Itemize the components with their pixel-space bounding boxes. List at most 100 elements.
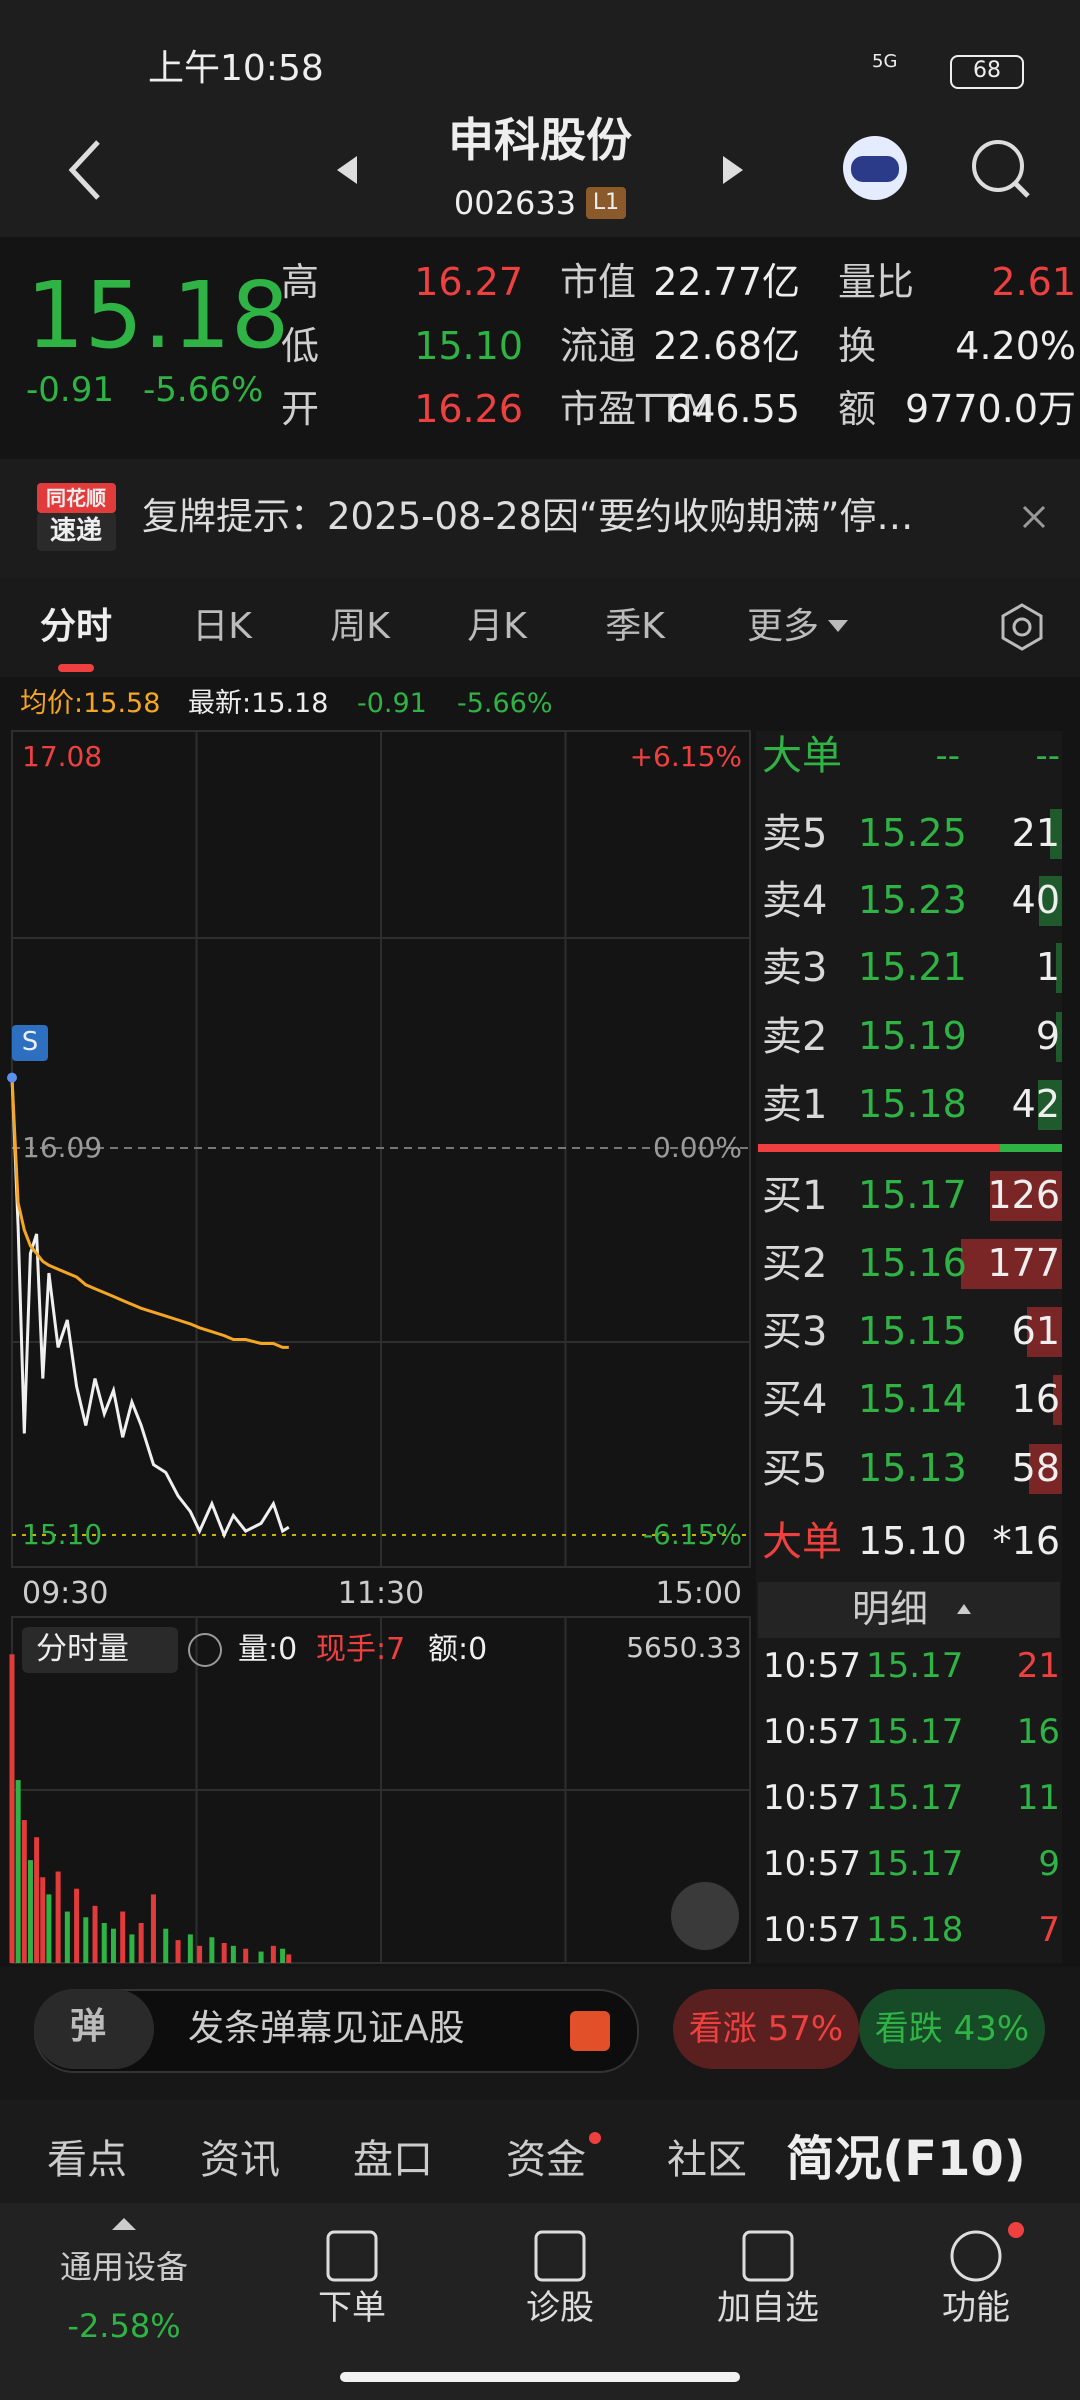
order-label: 卖3	[762, 945, 828, 991]
stat-label: 市值	[560, 260, 637, 305]
order-label: 卖5	[762, 811, 828, 857]
price-change: -0.91	[26, 369, 114, 410]
section-tab[interactable]: 社区	[667, 2137, 747, 2183]
volume-bar	[15, 1780, 21, 1963]
stat-value: 16.26	[414, 387, 523, 432]
stat-value: 9770.0万	[905, 387, 1076, 432]
order-price: 15.14	[858, 1377, 967, 1422]
volume: 量:0	[238, 1632, 298, 1667]
level-badge-bg	[586, 187, 626, 219]
section-tab[interactable]: 资讯	[200, 2137, 280, 2183]
bids-qty-bar	[990, 1171, 1062, 1221]
nav-item[interactable]: 功能	[942, 2287, 1010, 2328]
stat-label: 市盈TTM	[560, 387, 715, 432]
big-order-label: 大单	[762, 733, 842, 779]
order-price: 15.25	[858, 811, 967, 856]
prev-stock	[337, 156, 357, 184]
volume-tick-label: 5650.33	[626, 1631, 742, 1665]
order-qty: 126	[987, 1173, 1060, 1218]
open-point	[7, 1072, 17, 1083]
assistant-face	[851, 156, 899, 182]
last-price: 15.18	[26, 261, 290, 369]
vote-up[interactable]: 看涨 57%	[688, 2008, 844, 2049]
section-tab[interactable]: 简况(F10)	[786, 2131, 1026, 2188]
nav-item[interactable]: 诊股	[526, 2287, 594, 2328]
pct-label: +6.15%	[629, 740, 742, 774]
price-line	[10, 1077, 290, 1539]
sector-name[interactable]: 通用设备	[59, 2247, 189, 2286]
home-indicator	[340, 2372, 740, 2382]
asks-qty-bar	[1056, 943, 1062, 993]
bids-qty-bar	[1028, 1444, 1062, 1494]
stat-label: 高	[281, 260, 320, 305]
volume-bar	[101, 1922, 107, 1963]
period-tab[interactable]: 月K	[467, 606, 527, 648]
stat-value: 2.61	[991, 260, 1076, 305]
settings-icon	[1001, 603, 1043, 651]
volume-bar	[55, 1871, 61, 1963]
volume-bar	[286, 1954, 292, 1963]
period-tab[interactable]: 季K	[605, 606, 665, 648]
stock-code: 002633	[453, 183, 577, 222]
y-tick-label: 17.08	[22, 740, 103, 774]
section-tab[interactable]: 盘口	[353, 2137, 433, 2183]
amount: 额:0	[428, 1632, 488, 1667]
pct-label: -6.15%	[642, 1518, 742, 1552]
volume-bar	[280, 1948, 286, 1963]
volume-bar	[221, 1942, 227, 1963]
volume-bar	[163, 1928, 169, 1963]
order-price: 15.16	[858, 1241, 967, 1286]
detail-title[interactable]: 明细	[851, 1587, 929, 1632]
volume-bar	[83, 1917, 89, 1963]
trade-qty: 7	[1038, 1909, 1060, 1950]
trade-time: 10:57	[763, 1645, 861, 1686]
detail-caret	[957, 1604, 971, 1614]
notice-badge-top	[37, 483, 116, 513]
order-label: 买5	[762, 1446, 828, 1492]
vote-down[interactable]: 看跌 43%	[874, 2008, 1030, 2049]
order-price: 15.19	[858, 1014, 967, 1059]
order-qty: 1	[1035, 945, 1060, 990]
nav-bg	[0, 2203, 1080, 2400]
order-price: 15.23	[858, 878, 967, 923]
section-tab[interactable]: 资金	[506, 2137, 586, 2183]
info-change: -0.91	[357, 687, 427, 719]
price-change-pct: -5.66%	[143, 369, 264, 410]
x-tick-label: 09:30	[22, 1576, 109, 1611]
bids-qty-bar	[1027, 1307, 1062, 1357]
order-book-bg	[756, 731, 1062, 1963]
ratio-bar-green	[1000, 1144, 1062, 1152]
order-label: 卖4	[762, 878, 828, 924]
period-tab[interactable]: 分时	[39, 606, 113, 648]
section-tab[interactable]: 看点	[47, 2137, 127, 2183]
more-caret	[828, 620, 848, 632]
battery: 68	[973, 57, 1001, 83]
nav-item[interactable]: 下单	[318, 2287, 386, 2328]
nav-item[interactable]: 加自选	[717, 2287, 819, 2328]
quote-bg	[0, 237, 1080, 459]
stock-name: 申科股份	[448, 113, 632, 168]
volume-bar	[120, 1911, 126, 1963]
volume-bar	[92, 1905, 98, 1963]
volume-selector[interactable]: 分时量	[36, 1631, 129, 1668]
notice-text[interactable]: 复牌提示：2025-08-28因“要约收购期满”停…	[142, 494, 914, 538]
period-tab[interactable]: 日K	[192, 606, 252, 648]
period-tab[interactable]: 更多	[746, 606, 820, 648]
order-label: 卖1	[762, 1082, 828, 1128]
signal-marker-bg	[12, 1025, 48, 1061]
info-change-pct: -5.66%	[457, 687, 553, 719]
trade-time: 10:57	[763, 1909, 861, 1950]
trade-price: 15.17	[866, 1711, 964, 1752]
volume-bar	[64, 1911, 70, 1963]
trade-price: 15.17	[866, 1645, 964, 1686]
next-stock	[723, 156, 743, 184]
big-order-value: --	[935, 735, 960, 776]
order-qty: 177	[987, 1241, 1060, 1286]
function-dot	[1008, 2222, 1024, 2238]
stat-value: 15.10	[414, 324, 523, 369]
fund-dot	[589, 2132, 601, 2144]
period-tab[interactable]: 周K	[330, 606, 390, 648]
order-label: 卖2	[762, 1014, 828, 1060]
detail-header-bg	[758, 1582, 1060, 1638]
danmaku-input[interactable]: 发条弹幕见证A股	[188, 2008, 465, 2050]
